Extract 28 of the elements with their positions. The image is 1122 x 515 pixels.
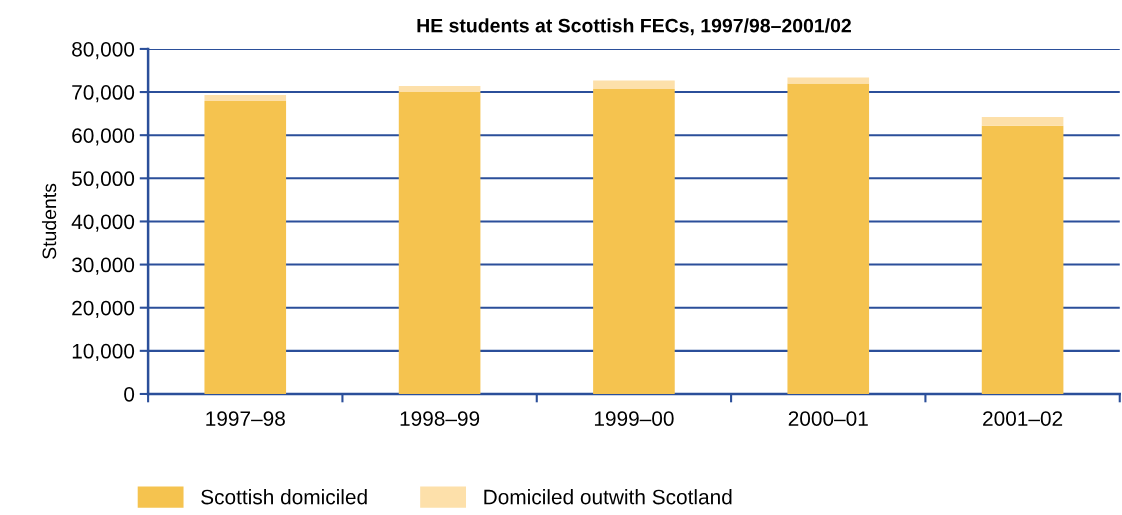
x-tick-label: 1997–98 — [206, 411, 285, 426]
bar — [204, 95, 287, 102]
y-tick-label: 60,000 — [72, 128, 135, 146]
y-tick-label: 80,000 — [72, 41, 135, 60]
x-tick-label: 1999–00 — [594, 411, 674, 426]
y-tick-label: 20,000 — [72, 300, 135, 318]
bar — [593, 89, 675, 394]
x-tick-label: 2001–02 — [983, 411, 1063, 426]
y-tick-label: 30,000 — [71, 257, 135, 275]
bar — [398, 86, 481, 93]
y-tick-label: 10,000 — [72, 343, 135, 362]
bar — [593, 80, 675, 90]
x-tick-label: 2000–01 — [788, 411, 868, 426]
bar — [787, 83, 870, 394]
bar — [787, 77, 870, 84]
y-tick-label: 50,000 — [72, 171, 135, 189]
bar — [981, 125, 1064, 394]
y-tick-label: 70,000 — [72, 85, 135, 103]
legend-label: Domiciled outwith Scotland — [484, 489, 732, 505]
chart-title: HE students at Scottish FECs, 1997/98–2001/02 — [417, 18, 851, 36]
bar — [981, 117, 1064, 126]
bar — [398, 92, 481, 394]
y-axis-title: Students — [41, 183, 57, 259]
legend-label: Scottish domiciled — [201, 489, 367, 505]
bar — [204, 101, 287, 394]
y-tick-label: 0 — [124, 386, 135, 402]
x-tick-label: 1998–99 — [400, 411, 480, 426]
y-tick-label: 40,000 — [71, 214, 135, 232]
